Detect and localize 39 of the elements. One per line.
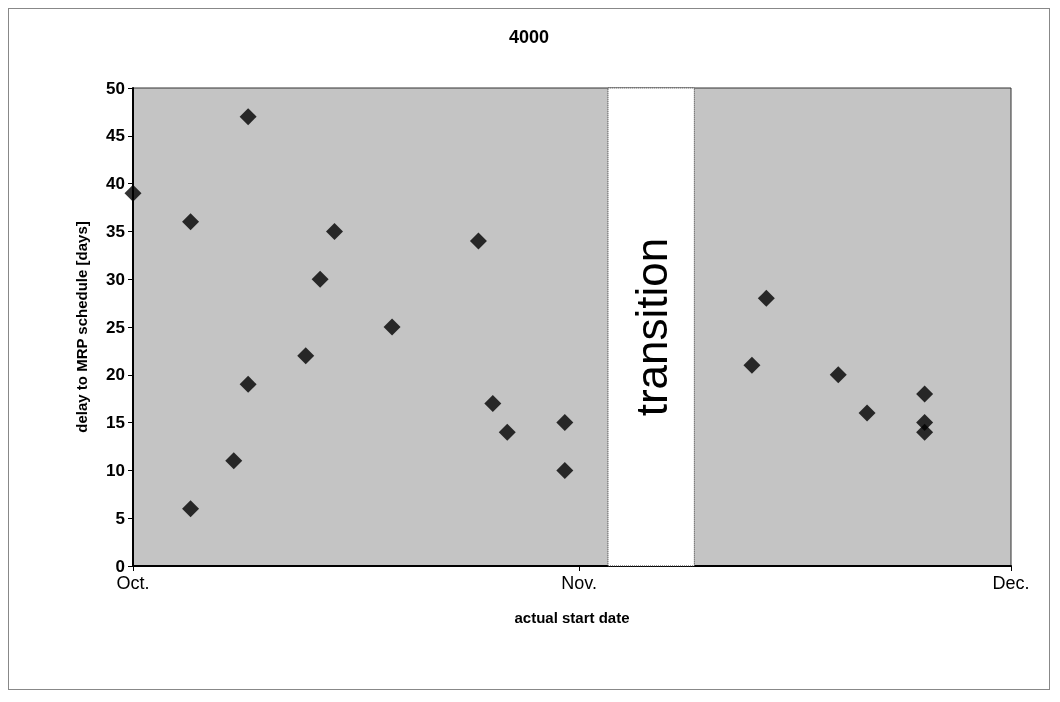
point bbox=[484, 394, 502, 412]
y-tick-label: 50 bbox=[106, 78, 125, 98]
y-tick-label: 40 bbox=[106, 174, 125, 194]
point bbox=[225, 452, 243, 470]
x-tick-label: Dec. bbox=[992, 573, 1030, 593]
x-tick-label: Oct. bbox=[116, 573, 150, 593]
point bbox=[311, 270, 329, 288]
point bbox=[239, 375, 257, 393]
point bbox=[383, 318, 401, 336]
point bbox=[326, 222, 344, 240]
point bbox=[757, 289, 775, 307]
y-tick-label: 25 bbox=[106, 317, 125, 337]
y-axis-title: delay to MRP schedule [days] bbox=[73, 221, 90, 433]
y-tick-label: 15 bbox=[106, 413, 125, 433]
point bbox=[916, 423, 934, 441]
point bbox=[124, 184, 142, 202]
point bbox=[743, 356, 761, 374]
band-label: transition bbox=[626, 237, 676, 417]
point bbox=[556, 461, 574, 479]
x-tick-label: Nov. bbox=[561, 573, 598, 593]
y-tick-label: 20 bbox=[106, 365, 125, 385]
point bbox=[297, 347, 315, 365]
y-tick-label: 35 bbox=[106, 221, 125, 241]
point bbox=[916, 385, 934, 403]
point bbox=[182, 500, 200, 518]
point bbox=[858, 404, 876, 422]
y-tick-label: 0 bbox=[115, 556, 125, 576]
y-tick-label: 30 bbox=[106, 269, 125, 289]
point bbox=[498, 423, 516, 441]
chart-title: 4000 bbox=[508, 27, 550, 47]
y-tick-label: 5 bbox=[115, 508, 125, 528]
point bbox=[829, 366, 847, 384]
point bbox=[556, 414, 574, 432]
x-axis-title: actual start date bbox=[514, 609, 630, 626]
point bbox=[239, 108, 257, 126]
point bbox=[182, 213, 200, 231]
point bbox=[469, 232, 487, 250]
y-tick-label: 10 bbox=[106, 460, 125, 480]
y-tick-label: 45 bbox=[106, 126, 125, 146]
